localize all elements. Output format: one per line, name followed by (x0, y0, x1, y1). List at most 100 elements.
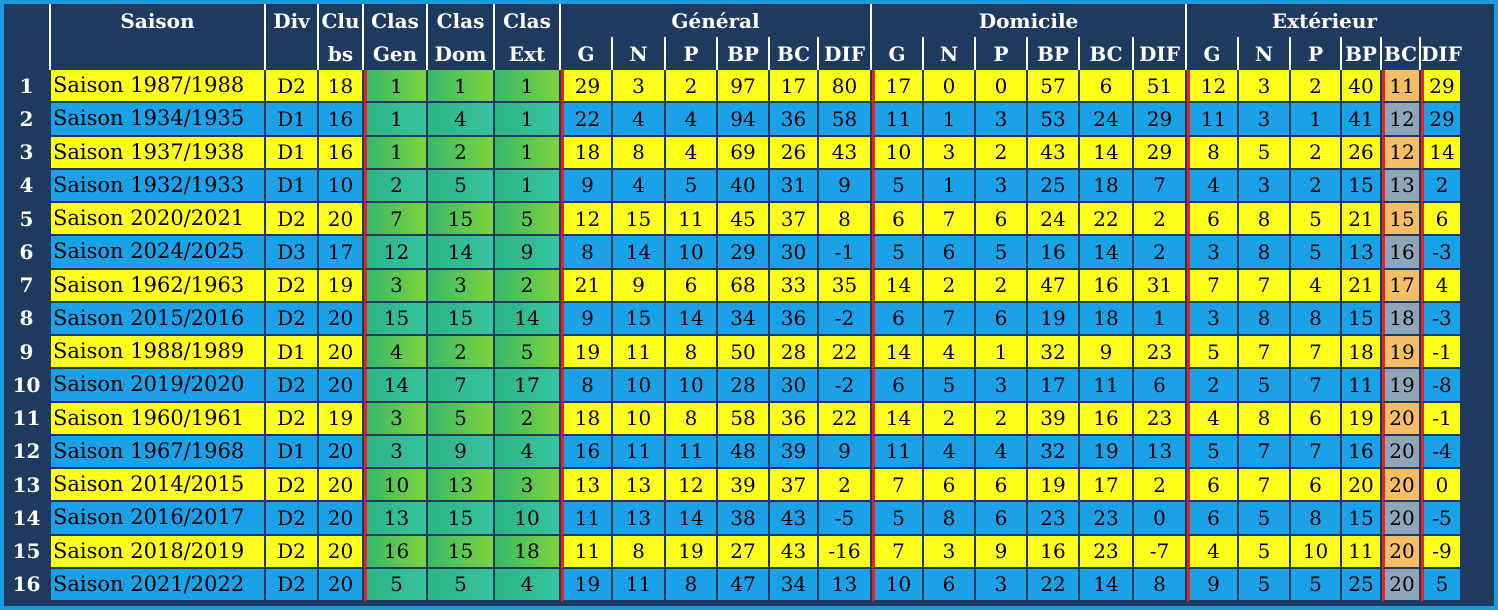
ext-g-cell: 2 (1187, 369, 1239, 403)
ext-bc-cell: 12 (1382, 103, 1421, 137)
dom-p-cell: 3 (976, 169, 1028, 203)
clas-ext-cell: 5 (495, 203, 561, 237)
div-cell: D2 (266, 203, 319, 237)
div-cell: D1 (266, 435, 319, 469)
ext-n-cell: 3 (1239, 169, 1291, 203)
clas-dom-header-bottom: Dom (428, 37, 495, 70)
gen-dif-cell: 58 (819, 103, 872, 137)
dom-dif-cell: 6 (1134, 369, 1187, 403)
ext-g-cell: 8 (1187, 136, 1239, 170)
dom-dif-cell: 29 (1134, 103, 1187, 137)
gen-bp-cell: 29 (718, 236, 770, 270)
saison-cell: Saison 1932/1933 (51, 169, 266, 203)
dom-n-cell: 2 (924, 269, 976, 303)
gen-bc-cell: 37 (770, 203, 819, 237)
dom-p-cell: 1 (976, 336, 1028, 370)
rank-cell: 9 (4, 336, 51, 370)
saison-header-2 (51, 37, 266, 70)
gen-bp-cell: 38 (718, 502, 770, 536)
gen-dif-cell: -16 (819, 535, 872, 569)
table-row: 9 Saison 1988/1989 D1 20 4 2 5 19 11 8 50 28 22 14 4 1 3… (4, 336, 1462, 370)
ext-g-cell: 4 (1187, 402, 1239, 436)
dom-dif-header: DIF (1134, 37, 1187, 70)
ext-g-cell: 4 (1187, 535, 1239, 569)
gen-n-cell: 3 (613, 70, 666, 104)
ext-g-cell: 4 (1187, 169, 1239, 203)
dom-bp-cell: 19 (1028, 469, 1080, 503)
gen-bc-cell: 17 (770, 70, 819, 104)
dom-g-cell: 14 (872, 402, 924, 436)
ext-dif-cell: -3 (1421, 302, 1462, 336)
dom-bp-cell: 16 (1028, 236, 1080, 270)
dom-g-cell: 6 (872, 302, 924, 336)
ext-g-cell: 6 (1187, 502, 1239, 536)
gen-bc-cell: 43 (770, 535, 819, 569)
clas-dom-cell: 15 (428, 502, 495, 536)
saison-header: Saison (51, 4, 266, 37)
clas-ext-cell: 18 (495, 535, 561, 569)
ext-bp-cell: 16 (1342, 435, 1382, 469)
dom-bc-cell: 18 (1080, 302, 1134, 336)
ext-dif-cell: 29 (1421, 70, 1462, 104)
ext-dif-header: DIF (1421, 41, 1462, 66)
ext-bp-cell: 21 (1342, 269, 1382, 303)
ext-bp-header: BP (1342, 37, 1382, 70)
dom-p-header: P (976, 37, 1028, 70)
ext-p-cell: 2 (1291, 169, 1342, 203)
gen-g-header: G (561, 37, 613, 70)
table-row: 7 Saison 1962/1963 D2 19 3 3 2 21 9 6 68 33 35 14 2 2 47… (4, 269, 1462, 303)
ext-bc-cell: 19 (1382, 336, 1421, 370)
gen-p-cell: 11 (666, 203, 718, 237)
ext-dif-cell: -3 (1421, 236, 1462, 270)
ext-bc-cell: 17 (1382, 269, 1421, 303)
clas-gen-cell: 1 (364, 136, 428, 170)
ext-n-cell: 5 (1239, 369, 1291, 403)
dom-bc-cell: 19 (1080, 435, 1134, 469)
gen-dif-cell: 35 (819, 269, 872, 303)
gen-n-cell: 13 (613, 502, 666, 536)
gen-bc-cell: 26 (770, 136, 819, 170)
gen-bc-cell: 37 (770, 469, 819, 503)
table-row: 3 Saison 1937/1938 D1 16 1 2 1 18 8 4 69 26 43 10 3 2 43… (4, 136, 1462, 170)
gen-bp-cell: 45 (718, 203, 770, 237)
clas-ext-cell: 3 (495, 469, 561, 503)
dom-g-cell: 17 (872, 70, 924, 104)
ext-bc-cell: 11 (1382, 70, 1421, 104)
clubs-cell: 20 (319, 435, 364, 469)
gen-p-cell: 6 (666, 269, 718, 303)
div-cell: D2 (266, 302, 319, 336)
dom-n-cell: 3 (924, 535, 976, 569)
dom-p-cell: 3 (976, 103, 1028, 137)
saison-cell: Saison 2019/2020 (51, 369, 266, 403)
dom-bc-cell: 16 (1080, 269, 1134, 303)
dom-g-cell: 7 (872, 469, 924, 503)
dom-p-cell: 6 (976, 302, 1028, 336)
gen-g-cell: 19 (561, 568, 613, 602)
gen-p-cell: 14 (666, 502, 718, 536)
ext-g-cell: 6 (1187, 469, 1239, 503)
dom-bp-cell: 19 (1028, 302, 1080, 336)
dom-bp-cell: 47 (1028, 269, 1080, 303)
gen-g-cell: 8 (561, 369, 613, 403)
gen-n-cell: 11 (613, 568, 666, 602)
gen-bc-cell: 28 (770, 336, 819, 370)
clas-gen-header-bottom: Gen (364, 37, 428, 70)
div-header: Div (266, 4, 319, 37)
clas-gen-cell: 12 (364, 236, 428, 270)
dom-dif-cell: 23 (1134, 402, 1187, 436)
gen-dif-cell: 22 (819, 402, 872, 436)
dom-p-cell: 5 (976, 236, 1028, 270)
ext-bc-cell: 15 (1382, 203, 1421, 237)
table-row: 12 Saison 1967/1968 D1 20 3 9 4 16 11 11 48 39 9 11 4 4… (4, 435, 1462, 469)
clubs-cell: 19 (319, 402, 364, 436)
gen-dif-header: DIF (819, 37, 872, 70)
gen-n-cell: 4 (613, 103, 666, 137)
clas-gen-cell: 2 (364, 169, 428, 203)
ext-bp-cell: 25 (1342, 568, 1382, 602)
clubs-cell: 16 (319, 136, 364, 170)
gen-n-cell: 11 (613, 336, 666, 370)
dom-p-cell: 6 (976, 502, 1028, 536)
dom-bp-cell: 23 (1028, 502, 1080, 536)
clubs-cell: 20 (319, 469, 364, 503)
gen-g-cell: 22 (561, 103, 613, 137)
